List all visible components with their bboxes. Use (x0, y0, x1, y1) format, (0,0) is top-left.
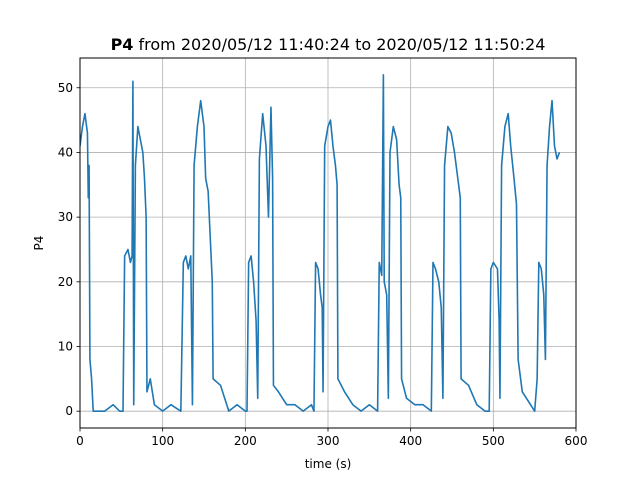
y-tick-label: 10 (58, 339, 73, 353)
x-axis-label: time (s) (305, 457, 352, 471)
title-rest-part: from 2020/05/12 11:40:24 to 2020/05/12 1… (133, 35, 545, 54)
y-tick-label: 30 (58, 210, 73, 224)
x-tick-label: 0 (76, 434, 84, 448)
series-group (80, 74, 561, 412)
chart-title: P4 from 2020/05/12 11:40:24 to 2020/05/1… (111, 35, 546, 54)
x-tick-label: 400 (399, 434, 422, 448)
y-tick-label: 0 (65, 404, 73, 418)
y-axis-label: P4 (32, 236, 46, 251)
title-bold-part: P4 (111, 35, 134, 54)
x-tick-label: 300 (317, 434, 340, 448)
y-tick-label: 50 (58, 81, 73, 95)
x-axis: 0 100 200 300 400 500 600 (76, 428, 587, 448)
y-tick-label: 40 (58, 145, 73, 159)
x-tick-label: 200 (234, 434, 257, 448)
y-tick-label: 20 (58, 275, 73, 289)
x-tick-label: 100 (151, 434, 174, 448)
x-tick-label: 600 (565, 434, 588, 448)
series-line-0 (80, 74, 561, 412)
y-axis: 0 10 20 30 40 50 (58, 81, 80, 418)
x-tick-label: 500 (482, 434, 505, 448)
